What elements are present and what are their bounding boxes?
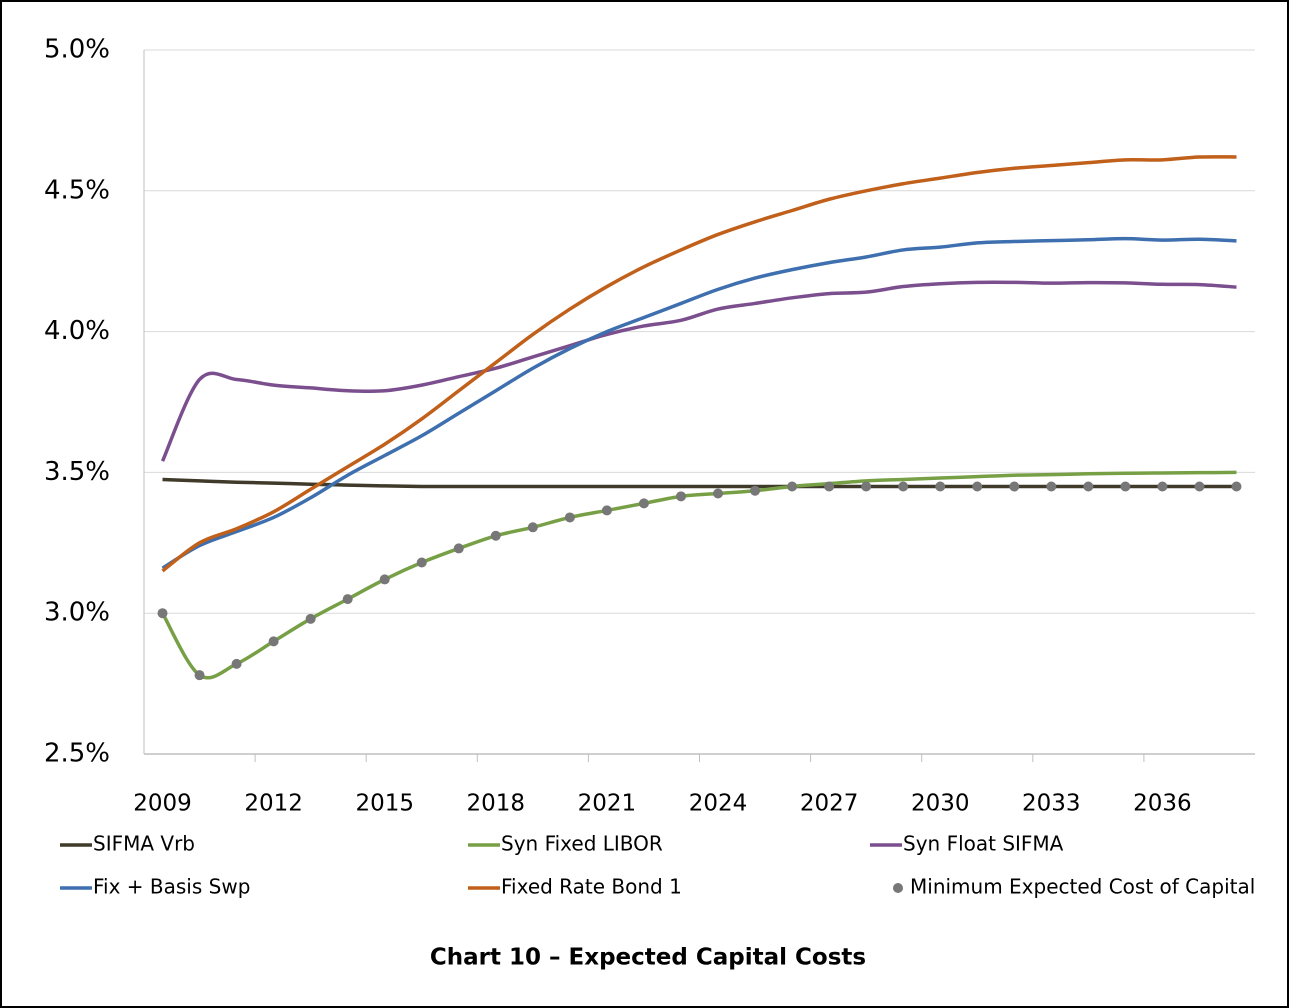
legend-label: Fix + Basis Swp xyxy=(93,875,250,899)
dot xyxy=(1046,481,1057,492)
dot xyxy=(675,491,686,502)
x-tick-label: 2030 xyxy=(911,791,970,817)
legend-symbol xyxy=(893,883,903,893)
x-tick-label: 2033 xyxy=(1022,791,1081,817)
x-tick-label: 2012 xyxy=(244,791,303,817)
dot xyxy=(1120,481,1131,492)
series-line xyxy=(161,155,1237,573)
chart-title: Chart 10 – Expected Capital Costs xyxy=(430,945,866,971)
x-tick-label: 2021 xyxy=(578,791,637,817)
dot xyxy=(713,488,724,499)
x-tick-label: 2036 xyxy=(1133,791,1192,817)
dot xyxy=(527,522,538,533)
dot xyxy=(157,608,168,619)
dot xyxy=(379,574,390,585)
dot xyxy=(638,498,649,509)
legend-label: Syn Float SIFMA xyxy=(903,832,1064,856)
dot xyxy=(490,530,501,541)
x-tick-label: 2015 xyxy=(355,791,414,817)
y-tick-label: 4.5% xyxy=(44,175,110,205)
dot xyxy=(416,557,427,568)
dot xyxy=(861,481,872,492)
dot xyxy=(194,670,205,681)
dot xyxy=(342,594,353,605)
dot xyxy=(1194,481,1205,492)
x-tick-label: 2024 xyxy=(689,791,748,817)
dot xyxy=(231,658,242,669)
dot xyxy=(898,481,909,492)
dot xyxy=(787,481,798,492)
y-tick-label: 5.0% xyxy=(44,35,110,65)
series-line xyxy=(161,236,1237,570)
dot xyxy=(305,613,316,624)
dot xyxy=(1083,481,1094,492)
y-tick-label: 4.0% xyxy=(44,316,110,346)
dot xyxy=(601,505,612,516)
dot xyxy=(824,481,835,492)
dot xyxy=(1009,481,1020,492)
series-line xyxy=(160,280,1237,462)
dot xyxy=(453,543,464,554)
x-tick-label: 2018 xyxy=(467,791,526,817)
dot xyxy=(268,636,279,647)
x-tick-label: 2009 xyxy=(133,791,192,817)
x-tick-label: 2027 xyxy=(800,791,859,817)
dot xyxy=(972,481,983,492)
legend-label: Minimum Expected Cost of Capital xyxy=(910,875,1255,899)
dot xyxy=(1157,481,1168,492)
legend-label: SIFMA Vrb xyxy=(93,832,195,856)
legend-label: Syn Fixed LIBOR xyxy=(501,832,663,856)
y-tick-label: 2.5% xyxy=(44,739,110,769)
y-tick-label: 3.0% xyxy=(44,598,110,628)
dot xyxy=(750,485,761,496)
legend-label: Fixed Rate Bond 1 xyxy=(501,875,682,899)
series-line xyxy=(160,470,1237,680)
dot xyxy=(564,512,575,523)
dot xyxy=(1231,481,1242,492)
y-tick-label: 3.5% xyxy=(44,457,110,487)
dot xyxy=(935,481,946,492)
